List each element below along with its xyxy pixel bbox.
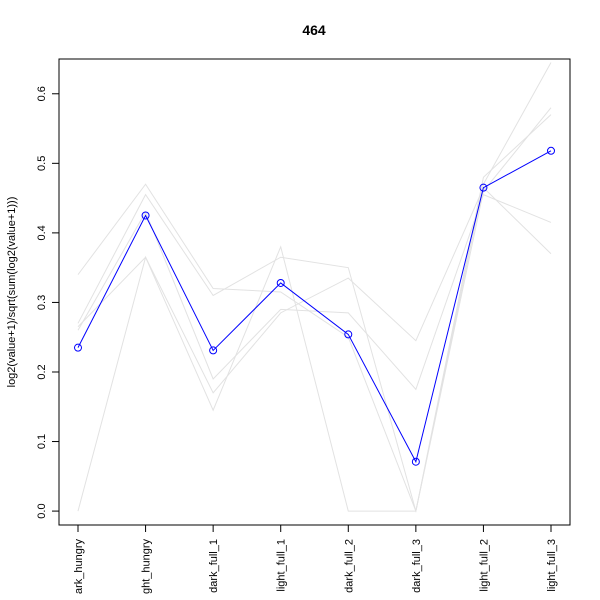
y-tick-label: 0.1: [36, 434, 48, 449]
highlight-point: [276, 278, 285, 287]
x-tick-label: dark_full_1: [208, 539, 220, 593]
y-axis: 0.0 0.1 0.2 0.3 0.4 0.5 0.6: [36, 86, 59, 519]
y-tick-label: 0.4: [36, 225, 48, 240]
background-series-line: [77, 62, 552, 513]
x-tick-label: ark_hungry: [73, 539, 85, 595]
background-series-group: [77, 62, 552, 513]
chart-title: 464: [302, 22, 326, 38]
plot-frame: [58, 58, 571, 526]
x-tick-label: light_full_3: [546, 539, 558, 592]
x-tick-label: light_full_1: [276, 539, 288, 592]
highlight-series-line: [77, 150, 552, 464]
background-series-line: [77, 114, 552, 512]
y-tick-label: 0.6: [36, 86, 48, 101]
highlight-series-group: [74, 146, 555, 466]
y-axis-label: log2(value+1)/sqrt(sum(log2(value+1))): [6, 197, 18, 388]
highlight-point: [479, 183, 488, 192]
highlight-point: [344, 330, 353, 339]
x-tick-label: ght_hungry: [141, 539, 153, 595]
highlight-point: [411, 457, 420, 466]
x-axis: ark_hungry ght_hungry dark_full_1 light_ful…: [73, 525, 558, 594]
x-tick-label: dark_full_3: [411, 539, 423, 593]
y-tick-label: 0.3: [36, 295, 48, 310]
x-tick-label: dark_full_2: [343, 539, 355, 593]
background-series-line: [77, 193, 552, 391]
background-series-line: [77, 107, 552, 512]
highlight-point: [141, 211, 150, 220]
background-series-line: [77, 186, 552, 394]
y-tick-label: 0.2: [36, 364, 48, 379]
y-tick-label: 0.0: [36, 503, 48, 518]
highlight-point: [547, 146, 555, 155]
highlight-point: [74, 343, 82, 352]
highlight-point: [209, 346, 218, 355]
y-tick-label: 0.5: [36, 156, 48, 171]
x-tick-label: light_full_2: [478, 539, 490, 592]
